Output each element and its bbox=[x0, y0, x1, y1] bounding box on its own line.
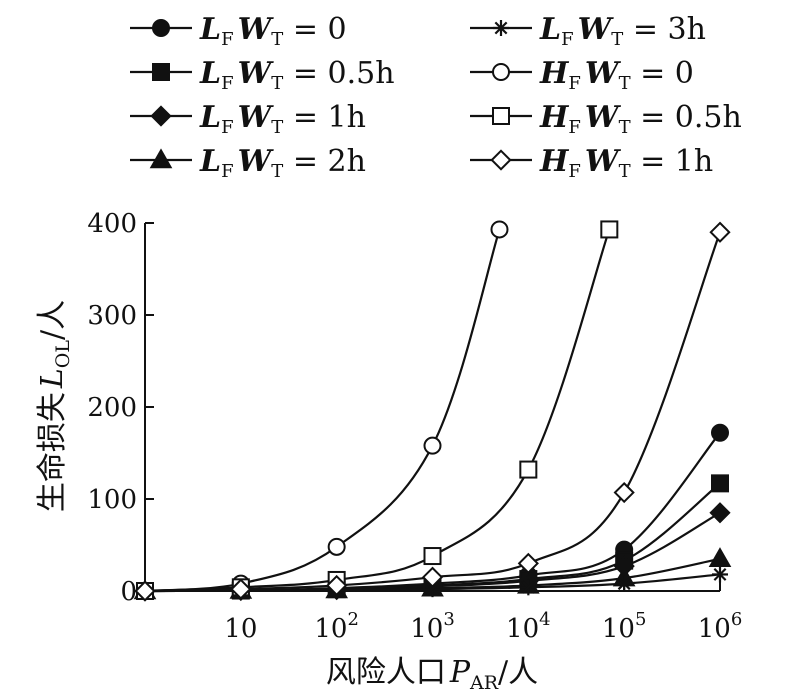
data-point bbox=[421, 566, 444, 588]
series-points-h-f-w-t-1h bbox=[134, 221, 731, 602]
legend-swatch-marker bbox=[152, 19, 170, 37]
data-point bbox=[613, 481, 635, 504]
data-point bbox=[520, 579, 537, 596]
series-line-h-f-w-t-0 bbox=[144, 229, 501, 593]
legend-label: LF WT = 2h bbox=[199, 144, 366, 182]
data-point bbox=[490, 220, 509, 239]
legend-swatch-marker bbox=[492, 107, 510, 125]
y-tick-label: 400 bbox=[87, 209, 137, 239]
legend-swatch-marker bbox=[492, 63, 510, 81]
y-tick-label: 200 bbox=[87, 393, 137, 423]
legend-swatch-marker bbox=[490, 149, 512, 171]
legend-item-l-f-w-t-3h: LF WT = 3h bbox=[470, 12, 706, 50]
legend-item-l-f-w-t-0: LF WT = 0 bbox=[130, 12, 347, 50]
x-tick-label: 102 bbox=[314, 609, 359, 644]
legend: LF WT = 0 LF WT = 0.5h LF WT = 1h LF WT = 2h LF W… bbox=[130, 12, 742, 182]
data-point bbox=[230, 578, 252, 600]
data-point bbox=[326, 574, 348, 597]
series-line-h-f-w-t-0-5h bbox=[144, 229, 611, 593]
series-points-h-f-w-t-0 bbox=[136, 220, 509, 600]
legend-swatch-marker bbox=[152, 63, 170, 81]
legend-item-l-f-w-t-1h: LF WT = 1h bbox=[130, 100, 366, 138]
data-point bbox=[423, 547, 442, 566]
data-point bbox=[712, 566, 728, 583]
star-stroke bbox=[494, 21, 508, 35]
data-point bbox=[424, 581, 441, 598]
data-point bbox=[616, 575, 633, 592]
legend-label: HF WT = 0.5h bbox=[539, 100, 742, 138]
star-stroke bbox=[617, 577, 631, 591]
x-tick-label: 103 bbox=[410, 609, 455, 644]
data-point bbox=[711, 423, 729, 442]
data-point bbox=[709, 221, 731, 243]
series-points-h-f-w-t-0-5h bbox=[136, 220, 619, 600]
legend-label: LF WT = 1h bbox=[199, 100, 366, 138]
legend-swatch-marker bbox=[493, 20, 509, 36]
star-stroke bbox=[426, 582, 439, 596]
x-tick-label: 10 bbox=[224, 614, 257, 644]
data-point bbox=[711, 474, 729, 493]
legend-swatch-marker bbox=[149, 148, 173, 169]
legend-label: HF WT = 0 bbox=[539, 56, 694, 94]
legend-label: HF WT = 1h bbox=[539, 144, 713, 182]
x-tick-label: 105 bbox=[602, 609, 647, 644]
data-point bbox=[600, 220, 619, 239]
y-tick-label: 0 bbox=[120, 577, 137, 607]
data-point bbox=[423, 436, 442, 455]
data-point bbox=[709, 502, 731, 524]
legend-item-h-f-w-t-0-5h: HF WT = 0.5h bbox=[470, 100, 742, 138]
legend-label: LF WT = 0 bbox=[199, 12, 347, 50]
star-stroke bbox=[521, 580, 535, 594]
y-tick-label: 100 bbox=[87, 485, 137, 515]
x-tick-label: 106 bbox=[698, 609, 743, 644]
star-stroke bbox=[713, 568, 727, 581]
x-tick-label: 104 bbox=[506, 609, 551, 644]
y-tick-label: 300 bbox=[87, 301, 137, 331]
y-axis-title: 生命损失LOL/人 bbox=[35, 300, 74, 512]
series-markers bbox=[133, 220, 732, 602]
series-line-h-f-w-t-1h bbox=[144, 231, 722, 593]
data-point bbox=[134, 580, 156, 602]
legend-swatch-marker bbox=[150, 105, 172, 127]
data-point bbox=[517, 552, 539, 575]
data-point bbox=[519, 460, 538, 479]
data-point bbox=[327, 537, 346, 556]
legend-label: LF WT = 3h bbox=[539, 12, 706, 50]
series-lines bbox=[144, 229, 722, 593]
legend-label: LF WT = 0.5h bbox=[199, 56, 395, 94]
x-axis-title: 风险人口 PAR/人 bbox=[326, 655, 538, 694]
data-point bbox=[708, 547, 732, 567]
legend-item-h-f-w-t-0: HF WT = 0 bbox=[470, 56, 694, 94]
legend-item-l-f-w-t-2h: LF WT = 2h bbox=[130, 144, 366, 182]
legend-item-l-f-w-t-0-5h: LF WT = 0.5h bbox=[130, 56, 395, 94]
legend-item-h-f-w-t-1h: HF WT = 1h bbox=[470, 144, 713, 182]
